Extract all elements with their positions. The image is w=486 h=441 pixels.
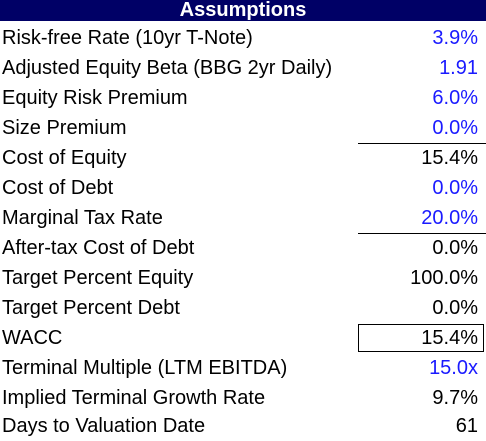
value-cost-of-equity[interactable]: 15.4% bbox=[421, 147, 478, 169]
value-implied-terminal-growth[interactable]: 9.7% bbox=[432, 387, 478, 409]
label-terminal-multiple: Terminal Multiple (LTM EBITDA) bbox=[2, 357, 288, 379]
value-adjusted-equity-beta[interactable]: 1.91 bbox=[439, 57, 478, 79]
label-wacc: WACC bbox=[2, 327, 63, 349]
label-implied-terminal-growth: Implied Terminal Growth Rate bbox=[2, 387, 266, 409]
label-risk-free-rate: Risk-free Rate (10yr T-Note) bbox=[2, 27, 253, 49]
value-cost-of-debt[interactable]: 0.0% bbox=[432, 177, 478, 199]
value-wacc[interactable]: 15.4% bbox=[421, 327, 478, 349]
row-target-percent-debt[interactable]: Target Percent Debt 0.0% bbox=[0, 293, 486, 323]
label-cost-of-equity: Cost of Equity bbox=[2, 147, 127, 169]
value-equity-risk-premium[interactable]: 6.0% bbox=[432, 87, 478, 109]
row-implied-terminal-growth[interactable]: Implied Terminal Growth Rate 9.7% bbox=[0, 383, 486, 413]
label-target-percent-debt: Target Percent Debt bbox=[2, 297, 180, 319]
value-terminal-multiple[interactable]: 15.0x bbox=[429, 357, 478, 379]
value-target-percent-equity[interactable]: 100.0% bbox=[410, 267, 478, 289]
label-target-percent-equity: Target Percent Equity bbox=[2, 267, 194, 289]
label-after-tax-cost-of-debt: After-tax Cost of Debt bbox=[2, 237, 195, 259]
value-size-premium[interactable]: 0.0% bbox=[432, 117, 478, 139]
row-size-premium[interactable]: Size Premium 0.0% bbox=[0, 113, 486, 143]
row-terminal-multiple[interactable]: Terminal Multiple (LTM EBITDA) 15.0x bbox=[0, 353, 486, 383]
label-equity-risk-premium: Equity Risk Premium bbox=[2, 87, 188, 109]
label-adjusted-equity-beta: Adjusted Equity Beta (BBG 2yr Daily) bbox=[2, 57, 333, 79]
cost-of-equity-rule bbox=[358, 143, 486, 144]
row-adjusted-equity-beta[interactable]: Adjusted Equity Beta (BBG 2yr Daily) 1.9… bbox=[0, 53, 486, 83]
value-after-tax-cost-of-debt[interactable]: 0.0% bbox=[432, 237, 478, 259]
value-target-percent-debt[interactable]: 0.0% bbox=[432, 297, 478, 319]
value-marginal-tax-rate[interactable]: 20.0% bbox=[421, 207, 478, 229]
value-days-to-valuation[interactable]: 61 bbox=[455, 415, 478, 437]
wacc-box bbox=[358, 324, 484, 352]
row-after-tax-cost-of-debt[interactable]: After-tax Cost of Debt 0.0% bbox=[0, 233, 486, 263]
value-risk-free-rate[interactable]: 3.9% bbox=[432, 27, 478, 49]
row-marginal-tax-rate[interactable]: Marginal Tax Rate 20.0% bbox=[0, 203, 486, 233]
label-size-premium: Size Premium bbox=[2, 117, 127, 139]
row-days-to-valuation[interactable]: Days to Valuation Date 61 bbox=[0, 411, 486, 441]
row-target-percent-equity[interactable]: Target Percent Equity 100.0% bbox=[0, 263, 486, 293]
label-days-to-valuation: Days to Valuation Date bbox=[2, 415, 206, 437]
row-equity-risk-premium[interactable]: Equity Risk Premium 6.0% bbox=[0, 83, 486, 113]
assumptions-header: Assumptions bbox=[0, 0, 486, 21]
label-marginal-tax-rate: Marginal Tax Rate bbox=[2, 207, 163, 229]
row-cost-of-equity[interactable]: Cost of Equity 15.4% bbox=[0, 143, 486, 173]
row-wacc[interactable]: WACC 15.4% bbox=[0, 323, 486, 353]
after-tax-cost-rule bbox=[358, 233, 486, 234]
row-cost-of-debt[interactable]: Cost of Debt 0.0% bbox=[0, 173, 486, 203]
row-risk-free-rate[interactable]: Risk-free Rate (10yr T-Note) 3.9% bbox=[0, 23, 486, 53]
label-cost-of-debt: Cost of Debt bbox=[2, 177, 114, 199]
